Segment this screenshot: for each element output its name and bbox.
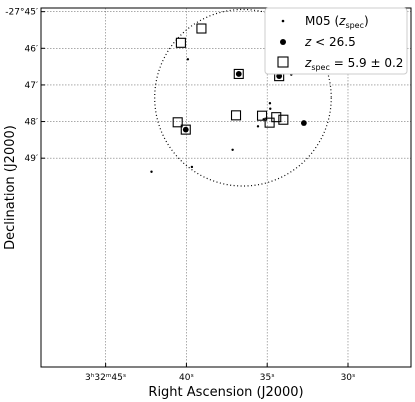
point-z-limit — [276, 73, 283, 80]
plot-frame — [40, 7, 412, 368]
point-m05 — [186, 58, 190, 61]
x-axis-label: Right Ascension (J2000) — [148, 385, 303, 400]
x-tick-label: 35ˢ — [260, 373, 275, 383]
y-tick-label: 47′ — [25, 81, 39, 91]
point-zspec-square — [233, 68, 244, 79]
point-zspec-square — [230, 110, 242, 121]
legend-label-zspec-range: zspec = 5.9 ± 0.2 — [304, 56, 403, 72]
point-z-limit — [182, 126, 189, 133]
legend-marker-small-dot — [281, 19, 285, 23]
y-tick-label: 48′ — [25, 118, 39, 128]
point-zspec-square — [180, 124, 191, 135]
y-tick-label: 49′ — [25, 154, 39, 164]
legend-label-m05: M05 (zspec) — [305, 14, 369, 30]
point-z-limit — [235, 71, 242, 77]
y-tick-label: 46′ — [25, 44, 39, 54]
point-m05 — [269, 107, 272, 110]
x-tick-label: 3ʰ32ᵐ45ˢ — [85, 373, 126, 383]
legend-marker-large-dot — [280, 39, 286, 45]
point-zspec-square — [175, 37, 186, 48]
point-m05 — [150, 170, 153, 173]
point-zspec-square — [264, 117, 275, 128]
x-tick-label: 40ˢ — [179, 373, 194, 383]
point-zspec-square — [278, 114, 289, 125]
x-tick-label: 30ˢ — [341, 373, 356, 383]
data-points — [150, 23, 307, 173]
point-z-limit — [300, 120, 307, 126]
legend-box — [264, 7, 408, 75]
point-zspec-square — [271, 112, 282, 123]
point-m05 — [268, 102, 272, 105]
legend-marker-open-square — [277, 56, 289, 68]
point-zspec-square — [196, 23, 207, 34]
y-axis-label: Declination (J2000) — [3, 125, 18, 250]
legend: M05 (zspec) z < 26.5 zspec = 5.9 ± 0.2 — [264, 7, 408, 75]
point-m05 — [190, 165, 194, 169]
point-zspec-square — [256, 110, 268, 121]
point-m05 — [231, 148, 234, 151]
point-m05 — [256, 125, 260, 128]
legend-label-z-limit: z < 26.5 — [304, 35, 356, 49]
point-zspec-square — [172, 117, 183, 128]
field-circle — [154, 8, 332, 187]
y-tick-label: -27°45′ — [5, 8, 38, 18]
axis-ticks: 3ʰ32ᵐ45ˢ 40ˢ 35ˢ 30ˢ -27°45′ 46′ 47′ 48′ 49′ — [5, 8, 355, 383]
